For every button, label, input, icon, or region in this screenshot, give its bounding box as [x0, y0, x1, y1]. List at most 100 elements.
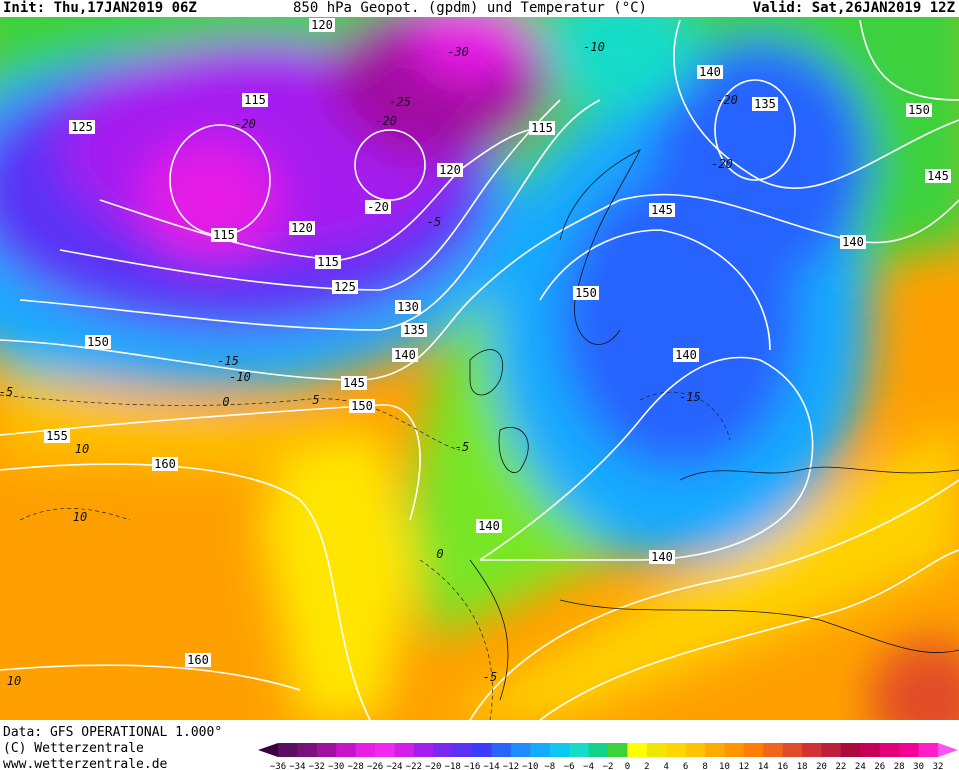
coastlines: [469, 149, 959, 701]
height-label-box: [44, 429, 70, 443]
temperature-label: -25: [389, 95, 411, 109]
colorbar-label: 30: [913, 762, 924, 770]
colorbar-segment: [452, 743, 473, 757]
temperature-label: 5: [312, 393, 319, 407]
colorbar-segment: [413, 743, 434, 757]
colorbar-label: 16: [777, 762, 788, 770]
height-label: 145: [927, 169, 949, 183]
height-label-box: [211, 228, 237, 242]
temperature-label: -5: [455, 440, 469, 454]
colorbar-segment: [666, 743, 687, 757]
colorbar-segment: [763, 743, 784, 757]
height-label: 150: [87, 335, 109, 349]
temperature-label: -5: [483, 670, 497, 684]
colorbar-segment: [394, 743, 415, 757]
colorbar-segment: [627, 743, 648, 757]
colorbar-segment: [278, 743, 298, 757]
temperature-label: -20: [716, 93, 738, 107]
height-label: 140: [478, 519, 500, 533]
colorbar-label: −30: [328, 762, 344, 770]
init-time: Init: Thu,17JAN2019 06Z: [3, 0, 197, 16]
height-label-box: [840, 235, 866, 249]
colorbar-label: 18: [797, 762, 808, 770]
height-label-box: [649, 550, 675, 564]
colorbar-label: −6: [564, 762, 575, 770]
colorbar: −36 −34 −32 −30 −28 −26 −24 −22 −20 −18 −16 −14 −12−…: [258, 743, 958, 770]
colorbar-label: 6: [683, 762, 688, 770]
isohypses: [0, 19, 959, 720]
colorbar-segment: [705, 743, 725, 757]
colorbar-arrow: [938, 743, 958, 757]
height-label: 125: [71, 120, 93, 134]
colorbar-segment: [899, 743, 920, 757]
height-label: 115: [531, 121, 553, 135]
temperature-label: -20: [711, 157, 733, 171]
height-label: 135: [754, 97, 776, 111]
colorbar-label: 12: [738, 762, 749, 770]
height-label-box: [401, 323, 427, 337]
colorbar-label: −34: [289, 762, 305, 770]
colorbar-label: −22: [406, 762, 422, 770]
temperature-label: -20: [375, 114, 397, 128]
height-label-box: [332, 280, 358, 294]
colorbar-segment: [297, 743, 318, 757]
height-label: 120: [439, 163, 461, 177]
colorbar-segment: [724, 743, 745, 757]
colorbar-label: −28: [348, 762, 364, 770]
colorbar-label: 32: [933, 762, 944, 770]
height-label: 115: [244, 93, 266, 107]
colorbar-segment: [879, 743, 900, 757]
height-label: 120: [311, 18, 333, 32]
height-label: 115: [317, 255, 339, 269]
temperature-label: -5: [0, 385, 13, 399]
height-label-box: [315, 255, 341, 269]
temperature-label: 0: [436, 547, 443, 561]
colorbar-label: −20: [425, 762, 441, 770]
height-label: 150: [575, 286, 597, 300]
height-label: 145: [651, 203, 673, 217]
height-label: 140: [842, 235, 864, 249]
colorbar-label: −36: [270, 762, 286, 770]
height-label: 145: [343, 376, 365, 390]
height-label: 140: [394, 348, 416, 362]
colorbar-segment: [782, 743, 803, 757]
colorbar-segment: [375, 743, 395, 757]
colorbar-label: −12: [503, 762, 519, 770]
height-label-box: [309, 18, 335, 32]
colorbar-label: 20: [816, 762, 827, 770]
colorbar-segment: [491, 743, 512, 757]
colorbar-segment: [860, 743, 881, 757]
colorbar-label: −18: [445, 762, 461, 770]
colorbar-label: −16: [464, 762, 480, 770]
valid-time: Valid: Sat,26JAN2019 12Z: [753, 0, 955, 16]
colorbar-segment: [336, 743, 357, 757]
height-label-box: [365, 200, 391, 214]
height-label-box: [529, 121, 555, 135]
height-label-box: [85, 335, 111, 349]
map-labels: 120 115 125 120 115 140 135 150 145 120 115 115 145 1…: [0, 18, 951, 688]
height-label: 140: [675, 348, 697, 362]
height-label: -20: [367, 200, 389, 214]
colorbar-segment: [569, 743, 590, 757]
temperature-label: -10: [229, 370, 251, 384]
height-label-box: [697, 65, 723, 79]
temperature-label: 10: [7, 674, 21, 688]
colorbar-segment: [685, 743, 706, 757]
colorbar-segment: [802, 743, 823, 757]
colorbar-label: −8: [544, 762, 555, 770]
temperature-label: -30: [447, 45, 469, 59]
height-label-box: [69, 120, 95, 134]
colorbar-segment: [355, 743, 376, 757]
colorbar-segment: [510, 743, 531, 757]
colorbar-segment: [608, 743, 628, 757]
map-title: 850 hPa Geopot. (gpdm) und Temperatur (°…: [293, 0, 647, 16]
colorbar-label: −10: [522, 762, 538, 770]
colorbar-label: −32: [309, 762, 325, 770]
height-label-box: [242, 93, 268, 107]
colorbar-label: 26: [874, 762, 885, 770]
temperature-label: 10: [75, 442, 89, 456]
height-label-box: [573, 286, 599, 300]
colorbar-label: −2: [603, 762, 614, 770]
height-label-box: [392, 348, 418, 362]
